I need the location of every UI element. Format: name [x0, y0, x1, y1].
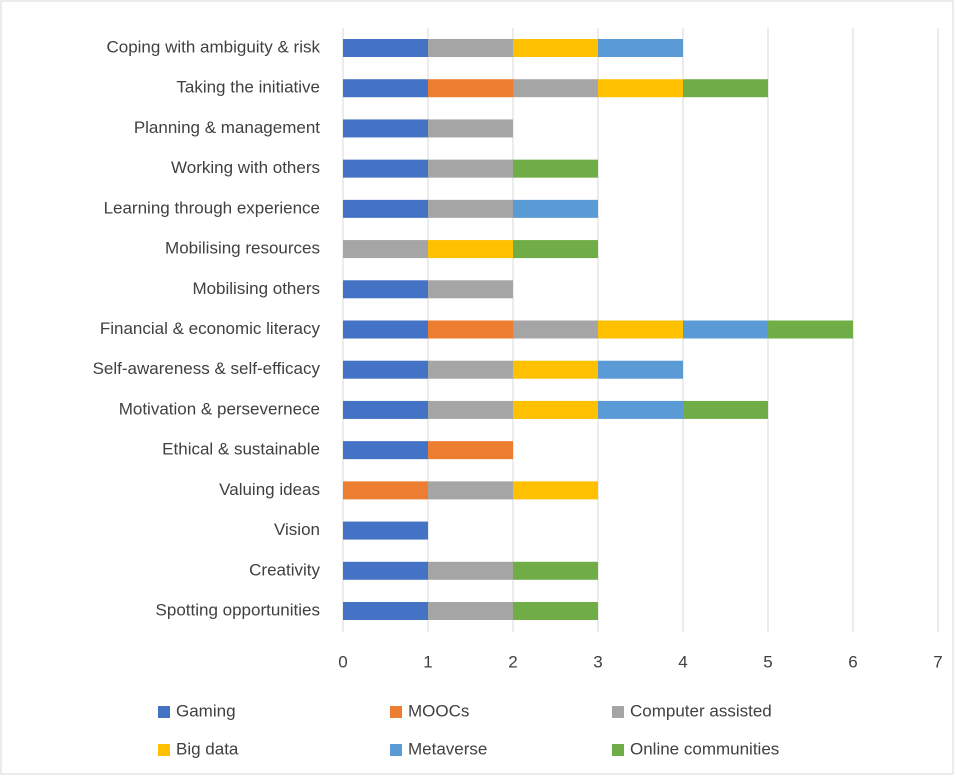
bar-segment	[428, 602, 513, 620]
bar-segment	[683, 400, 768, 419]
bar-segment	[513, 199, 598, 218]
bar-segment	[428, 240, 513, 259]
bar-segment	[343, 521, 428, 540]
y-tick-label: Coping with ambiguity & risk	[106, 37, 320, 56]
bar-segment	[428, 159, 513, 178]
bar-segment	[343, 481, 428, 500]
bar-segment	[343, 561, 428, 580]
y-tick-label: Self-awareness & self-efficacy	[93, 359, 321, 378]
y-tick-label: Planning & management	[134, 118, 320, 137]
y-tick-label: Learning through experience	[104, 198, 320, 217]
bar-segment	[598, 360, 683, 379]
bar-segment	[428, 400, 513, 419]
bar-segment	[428, 199, 513, 218]
bar-segment	[513, 240, 598, 259]
bar-segment	[428, 561, 513, 580]
bar-segment	[343, 159, 428, 178]
x-tick-label: 0	[338, 652, 347, 671]
bar-segment	[513, 360, 598, 379]
bar-segment	[598, 320, 683, 339]
bar-segment	[598, 39, 683, 57]
bar-segment	[343, 240, 428, 259]
bar-segment	[513, 159, 598, 178]
y-tick-label: Mobilising others	[192, 279, 320, 298]
y-tick-label: Valuing ideas	[219, 480, 320, 499]
bar-segment	[513, 320, 598, 339]
bar-segment	[513, 481, 598, 500]
legend-label: Computer assisted	[630, 701, 772, 720]
bar-segment	[343, 39, 428, 57]
y-tick-label: Taking the initiative	[176, 78, 320, 97]
bar-segment	[513, 400, 598, 419]
bar-segment	[428, 79, 513, 98]
x-tick-label: 1	[423, 652, 432, 671]
bar-segment	[513, 561, 598, 580]
bar-segment	[343, 602, 428, 620]
bar-segment	[428, 39, 513, 57]
legend-label: Metaverse	[408, 739, 487, 758]
legend-swatch	[158, 744, 170, 756]
x-tick-label: 5	[763, 652, 772, 671]
legend-label: Gaming	[176, 701, 236, 720]
bar-segment	[683, 320, 768, 339]
bar-segment	[428, 320, 513, 339]
bar-segment	[513, 39, 598, 57]
bar-segment	[343, 199, 428, 218]
legend-swatch	[390, 744, 402, 756]
bar-segment	[343, 320, 428, 339]
y-tick-label: Working with others	[171, 158, 320, 177]
y-tick-label: Motivation & persevernece	[119, 399, 320, 418]
bar-segment	[343, 441, 428, 460]
x-tick-label: 6	[848, 652, 857, 671]
legend-swatch	[612, 744, 624, 756]
legend-swatch	[158, 706, 170, 718]
bar-segment	[428, 360, 513, 379]
legend-label: MOOCs	[408, 701, 469, 720]
y-tick-label: Vision	[274, 520, 320, 539]
bar-segment	[598, 79, 683, 98]
x-tick-label: 4	[678, 652, 687, 671]
legend-label: Online communities	[630, 739, 779, 758]
bar-segment	[343, 400, 428, 419]
x-tick-label: 2	[508, 652, 517, 671]
bar-segment	[428, 119, 513, 138]
bar-segment	[513, 602, 598, 620]
y-tick-label: Financial & economic literacy	[100, 319, 321, 338]
bar-segment	[428, 280, 513, 299]
bar-segment	[513, 79, 598, 98]
bar-segment	[428, 481, 513, 500]
legend-swatch	[612, 706, 624, 718]
x-tick-label: 3	[593, 652, 602, 671]
bar-segment	[343, 119, 428, 138]
legend-label: Big data	[176, 739, 239, 758]
bar-segment	[768, 320, 853, 339]
x-tick-label: 7	[933, 652, 942, 671]
y-tick-label: Mobilising resources	[165, 239, 320, 258]
bar-segment	[343, 79, 428, 98]
bar-segment	[598, 400, 683, 419]
bar-segment	[343, 360, 428, 379]
bar-segment	[683, 79, 768, 98]
y-tick-label: Creativity	[249, 560, 320, 579]
y-tick-label: Ethical & sustainable	[162, 440, 320, 459]
bar-segment	[343, 280, 428, 299]
bar-segment	[428, 441, 513, 460]
legend-swatch	[390, 706, 402, 718]
y-tick-label: Spotting opportunities	[156, 600, 320, 619]
